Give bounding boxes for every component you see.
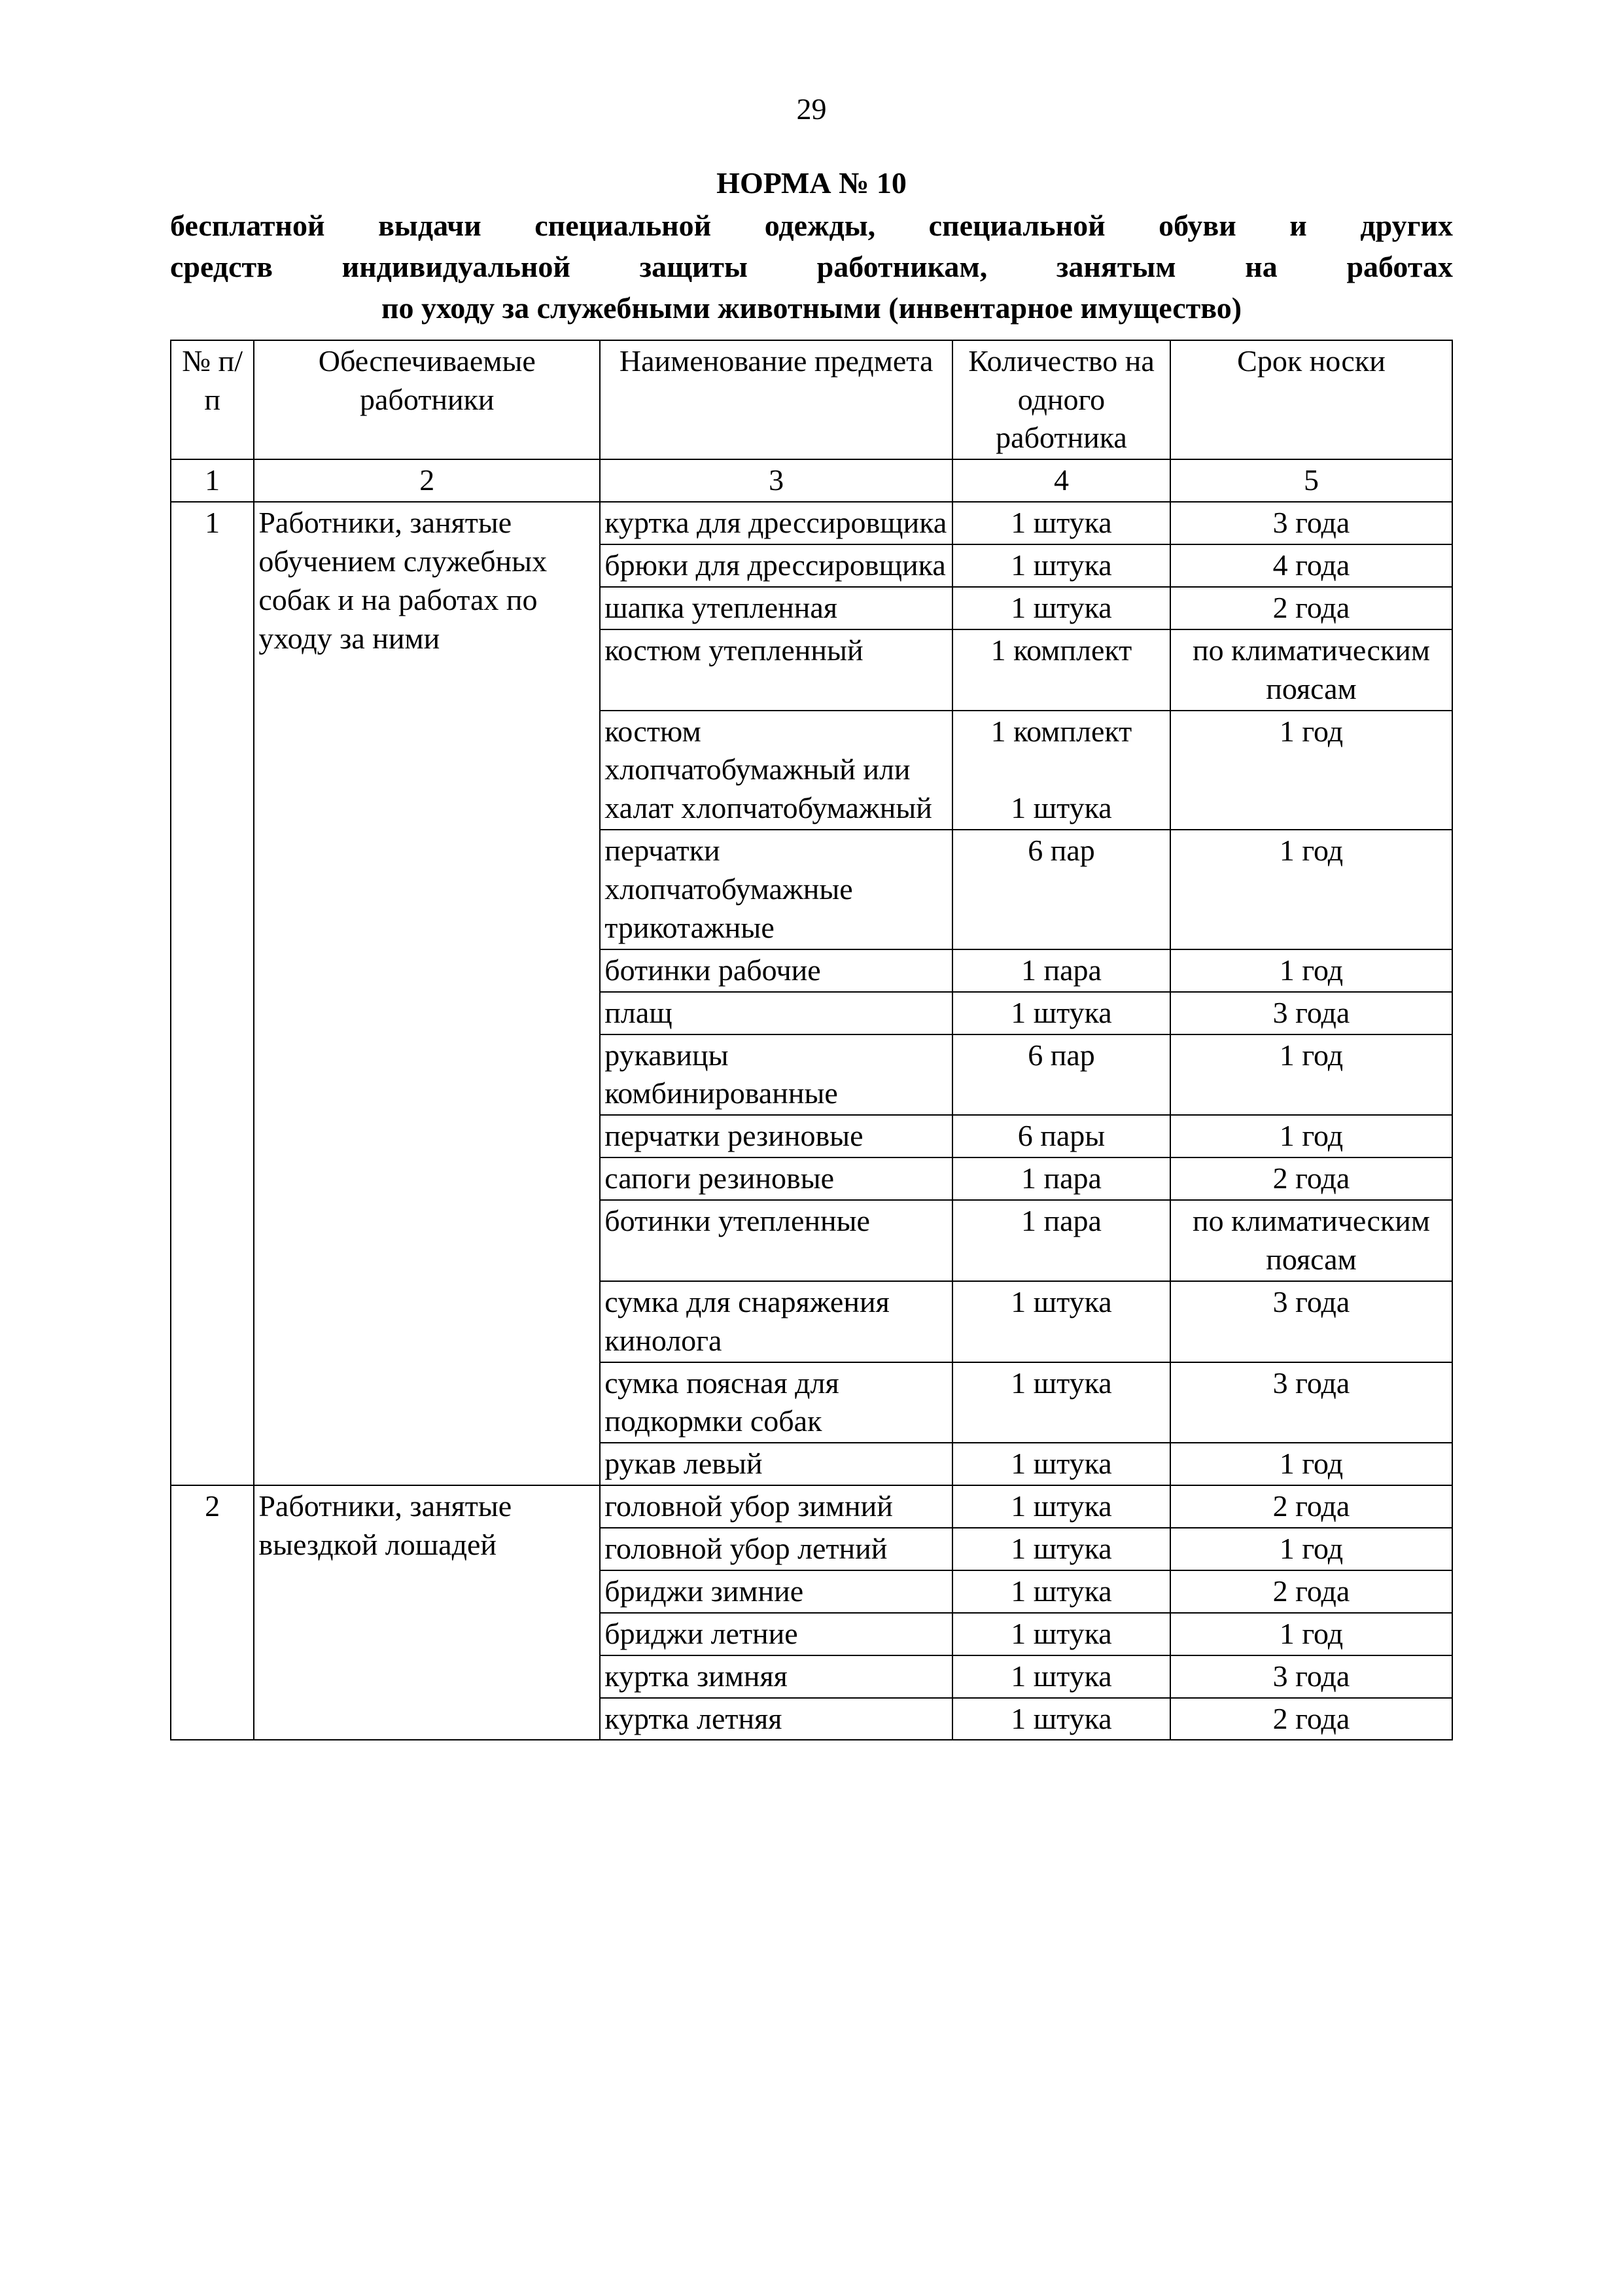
header-num: № п/п	[171, 340, 254, 460]
cell-item: перчатки хлопчатобумажные трикотажные	[600, 830, 952, 949]
cell-qty: 6 пары	[952, 1115, 1170, 1157]
cell-term: по климатическим поясам	[1170, 1200, 1452, 1281]
cell-qty: 1 комплект1 штука	[952, 711, 1170, 830]
header-workers: Обеспечиваемые работники	[254, 340, 600, 460]
cell-item: брюки для дрессировщика	[600, 544, 952, 587]
numrow-5: 5	[1170, 459, 1452, 502]
cell-num: 2	[171, 1485, 254, 1740]
cell-item: перчатки резиновые	[600, 1115, 952, 1157]
cell-qty: 1 штука	[952, 1655, 1170, 1698]
cell-qty: 1 штука	[952, 1570, 1170, 1613]
cell-qty: 1 штука	[952, 1613, 1170, 1655]
cell-num: 1	[171, 502, 254, 1485]
cell-term: 2 года	[1170, 1157, 1452, 1200]
cell-qty: 1 пара	[952, 1157, 1170, 1200]
cell-item: рукавицы комбинированные	[600, 1034, 952, 1116]
cell-qty: 1 штука	[952, 544, 1170, 587]
cell-qty: 1 комплект	[952, 629, 1170, 711]
cell-workers: Работники, занятые обучением служебных с…	[254, 502, 600, 1485]
cell-item: ботинки утепленные	[600, 1200, 952, 1281]
table-header-row: № п/п Обеспечиваемые работники Наименова…	[171, 340, 1452, 460]
cell-term: 1 год	[1170, 1034, 1452, 1116]
cell-item: костюм хлопчатобумажный или халат хлопча…	[600, 711, 952, 830]
cell-term: 3 года	[1170, 1281, 1452, 1362]
norm-title: НОРМА № 10	[170, 166, 1453, 200]
cell-qty: 1 штука	[952, 587, 1170, 629]
cell-term: 4 года	[1170, 544, 1452, 587]
cell-term: 2 года	[1170, 587, 1452, 629]
cell-item: сумка поясная для подкормки собак	[600, 1362, 952, 1443]
cell-item: костюм утепленный	[600, 629, 952, 711]
table-row: 2 Работники, занятые выездкой лошадей го…	[171, 1485, 1452, 1528]
cell-term: 2 года	[1170, 1485, 1452, 1528]
header-qty: Количество на одного работника	[952, 340, 1170, 460]
cell-term: 3 года	[1170, 1655, 1452, 1698]
cell-qty: 1 штука	[952, 1362, 1170, 1443]
cell-term: 1 год	[1170, 830, 1452, 949]
cell-workers: Работники, занятые выездкой лошадей	[254, 1485, 600, 1740]
cell-item: сумка для снаряжения кинолога	[600, 1281, 952, 1362]
numrow-2: 2	[254, 459, 600, 502]
header-item: Наименование предмета	[600, 340, 952, 460]
cell-qty: 1 штука	[952, 1281, 1170, 1362]
cell-item: куртка летняя	[600, 1698, 952, 1740]
cell-qty: 1 штука	[952, 502, 1170, 544]
cell-qty: 1 штука	[952, 1528, 1170, 1570]
cell-item: куртка зимняя	[600, 1655, 952, 1698]
cell-term: по климатическим поясам	[1170, 629, 1452, 711]
subtitle-line-3: по уходу за служебными животными (инвент…	[170, 289, 1453, 328]
cell-term: 3 года	[1170, 992, 1452, 1034]
cell-qty: 1 штука	[952, 1443, 1170, 1485]
cell-term: 2 года	[1170, 1698, 1452, 1740]
numrow-3: 3	[600, 459, 952, 502]
cell-qty: 6 пар	[952, 1034, 1170, 1116]
cell-item: бриджи зимние	[600, 1570, 952, 1613]
page-number: 29	[170, 92, 1453, 126]
cell-item: рукав левый	[600, 1443, 952, 1485]
cell-term: 1 год	[1170, 949, 1452, 992]
cell-item: ботинки рабочие	[600, 949, 952, 992]
cell-item: куртка для дрессировщика	[600, 502, 952, 544]
subtitle-line-2: средств индивидуальной защиты работникам…	[170, 248, 1453, 287]
cell-item: головной убор летний	[600, 1528, 952, 1570]
cell-term: 3 года	[1170, 1362, 1452, 1443]
norms-table: № п/п Обеспечиваемые работники Наименова…	[170, 340, 1453, 1741]
cell-qty: 1 пара	[952, 1200, 1170, 1281]
cell-item: бриджи летние	[600, 1613, 952, 1655]
cell-term: 1 год	[1170, 1528, 1452, 1570]
table-row: 1 Работники, занятые обучением служебных…	[171, 502, 1452, 544]
cell-term: 1 год	[1170, 1443, 1452, 1485]
header-term: Срок носки	[1170, 340, 1452, 460]
numrow-1: 1	[171, 459, 254, 502]
subtitle-line-1: бесплатной выдачи специальной одежды, сп…	[170, 207, 1453, 245]
cell-term: 2 года	[1170, 1570, 1452, 1613]
cell-item: плащ	[600, 992, 952, 1034]
cell-qty: 1 пара	[952, 949, 1170, 992]
numrow-4: 4	[952, 459, 1170, 502]
cell-term: 3 года	[1170, 502, 1452, 544]
cell-qty: 1 штука	[952, 1485, 1170, 1528]
cell-item: сапоги резиновые	[600, 1157, 952, 1200]
cell-qty: 1 штука	[952, 1698, 1170, 1740]
cell-qty: 1 штука	[952, 992, 1170, 1034]
cell-term: 1 год	[1170, 1613, 1452, 1655]
cell-qty: 6 пар	[952, 830, 1170, 949]
cell-item: головной убор зимний	[600, 1485, 952, 1528]
cell-term: 1 год	[1170, 1115, 1452, 1157]
table-numrow: 1 2 3 4 5	[171, 459, 1452, 502]
cell-term: 1 год	[1170, 711, 1452, 830]
cell-item: шапка утепленная	[600, 587, 952, 629]
